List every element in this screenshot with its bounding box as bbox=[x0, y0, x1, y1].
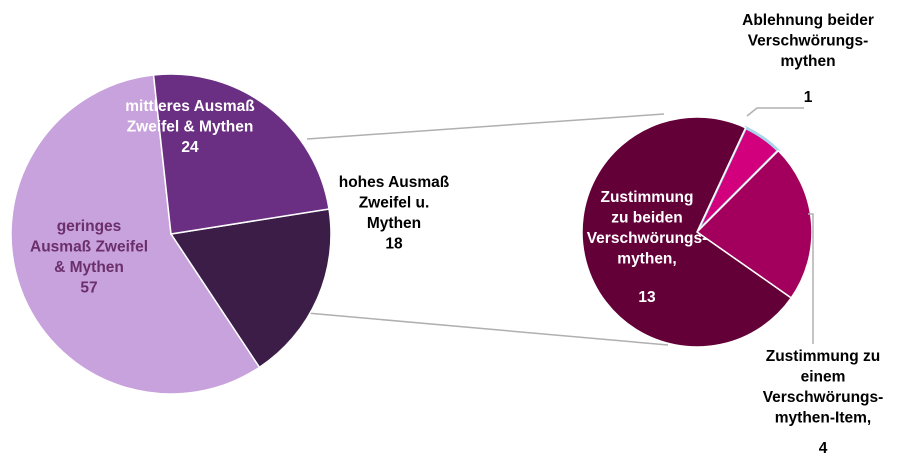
sub-pie-slice-3 bbox=[581, 116, 793, 348]
sub-slice-3-value: 13 bbox=[638, 289, 656, 306]
main-slice-1-value: 18 bbox=[385, 236, 403, 253]
sub-slice-2-label: Zustimmung zu einem Verschwörungs-mythen-I… bbox=[763, 348, 884, 427]
main-slice-2-value: 57 bbox=[80, 280, 97, 297]
sub-slice-2-value: 4 bbox=[819, 440, 828, 457]
sub-pie-slice-2 bbox=[695, 149, 813, 300]
main-pie-slice-3 bbox=[152, 73, 330, 235]
sub-slice-1-label: Ablehnung beider Verschwörungs-mythen bbox=[742, 12, 874, 70]
main-slice-2-label: geringes Ausmaß Zweifel & Mythen bbox=[30, 218, 148, 276]
main-slice-3-label: mittleres Ausmaß Zweifel & Mythen bbox=[125, 98, 255, 136]
main-pie-slice-2 bbox=[10, 74, 261, 395]
connector-line-top bbox=[306, 113, 665, 140]
sub-slice-1-value: 1 bbox=[804, 89, 813, 106]
sub-slice-3-label: Zustimmung zu beiden Verschwörungs-mythen, bbox=[587, 189, 708, 268]
leader-line-ablehnung bbox=[746, 107, 804, 117]
main-pie-slice-1 bbox=[169, 208, 332, 369]
main-slice-3-value: 24 bbox=[181, 139, 199, 156]
connector-line-bottom bbox=[306, 312, 669, 346]
leader-line-einem-item bbox=[808, 213, 814, 344]
main-slice-1-label: hohes Ausmaß Zweifel u. Mythen bbox=[339, 174, 450, 232]
